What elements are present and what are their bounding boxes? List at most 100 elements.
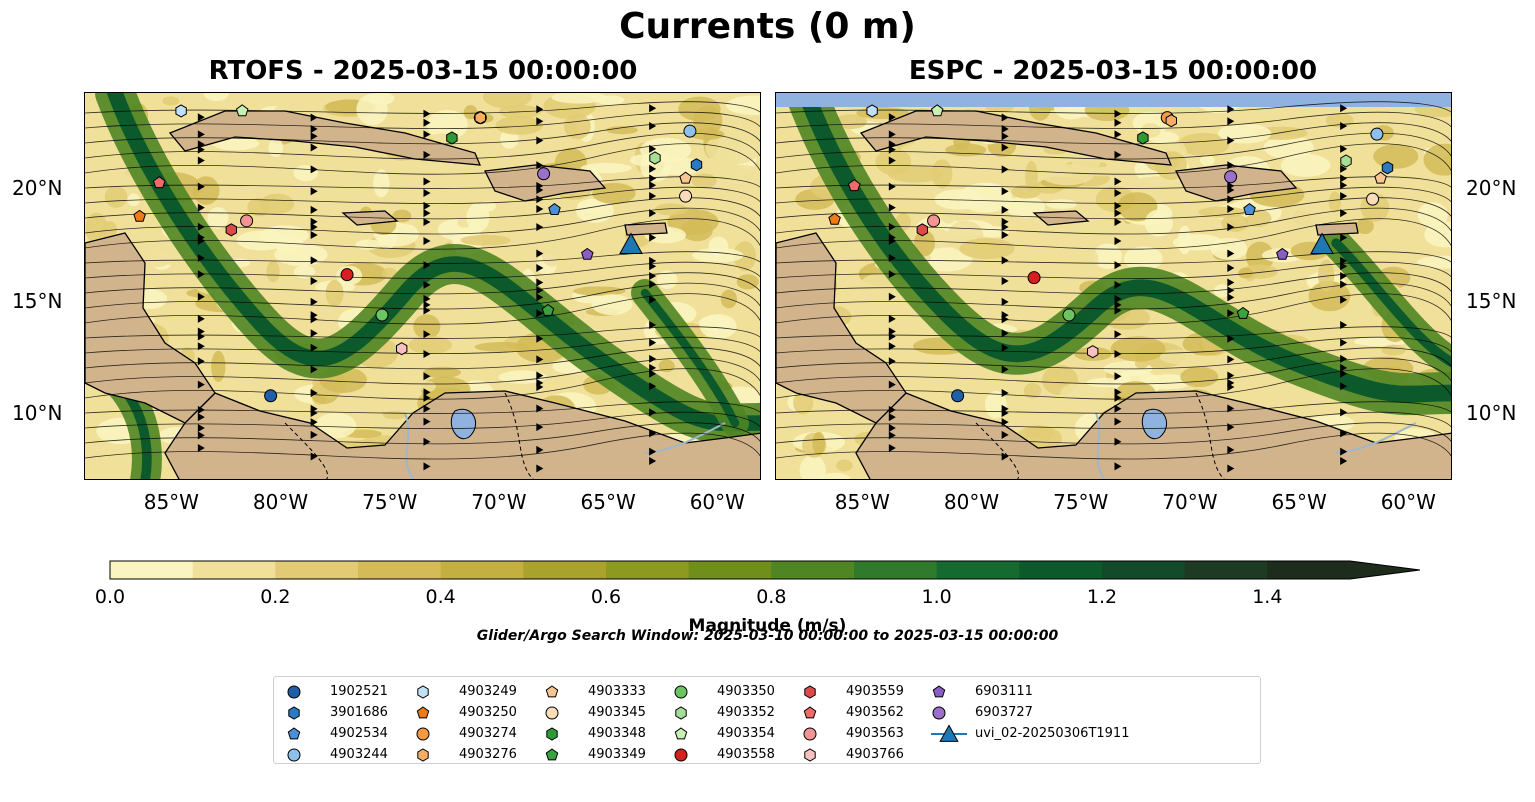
legend-column: 4903249 4903250 4903274 4903276: [413, 681, 517, 765]
map-panel-rtofs[interactable]: [84, 92, 761, 480]
float-marker: [1366, 192, 1380, 206]
lat-tick-label-left: 20°N: [12, 176, 63, 201]
hexagon-marker-icon: [804, 684, 816, 699]
legend-label: 4903249: [459, 684, 517, 699]
float-marker: [951, 389, 965, 403]
float-marker: [679, 189, 693, 203]
colorbar-tick-label: 0.6: [590, 586, 622, 608]
legend-label: uvi_02-20250306T1911: [975, 726, 1130, 741]
float-marker: [1236, 306, 1250, 319]
legend-label: 4903345: [588, 705, 646, 720]
legend-item: 4903559: [800, 681, 904, 702]
map-rtofs: [85, 93, 760, 479]
legend-column: 1902521 3901686 4902534 4903244: [284, 681, 388, 765]
colorbar-tick-label: 1.2: [1086, 586, 1118, 608]
legend-item: 4903348: [542, 723, 646, 744]
legend-item: 4903274: [413, 723, 517, 744]
lon-tick-label: 85°W: [143, 490, 199, 514]
legend-label: 4903350: [717, 684, 775, 699]
hexagon-marker: [804, 684, 816, 699]
pentagon-marker: [287, 726, 301, 739]
float-marker: [175, 104, 187, 118]
lon-tick-label: 80°W: [943, 490, 1000, 514]
hexagon-marker-icon: [804, 747, 816, 762]
colorbar-tick-label: 1.4: [1252, 586, 1283, 608]
legend-label: 4903354: [717, 726, 775, 741]
hexagon-marker: [804, 747, 816, 762]
panel-title-rtofs: RTOFS - 2025-03-15 00:00:00: [208, 56, 638, 86]
colorbar-segment: [358, 561, 442, 579]
float-marker: [1062, 308, 1076, 322]
legend-item: 1902521: [284, 681, 388, 702]
pentagon-marker-icon: [416, 705, 430, 718]
legend-column: 4903350 4903352 4903354 4903558: [671, 681, 775, 765]
legend-item: 6903727: [929, 702, 1129, 723]
pentagon-marker: [674, 726, 688, 739]
legend-label: 3901686: [330, 705, 388, 720]
legend-item: 4903352: [671, 702, 775, 723]
legend-item: 4903345: [542, 702, 646, 723]
circle-marker: [287, 685, 301, 698]
float-marker: [1165, 114, 1177, 128]
float-marker: [1087, 345, 1099, 359]
colorbar-tick-label: 0.0: [94, 586, 126, 608]
colorbar: [109, 560, 1421, 580]
colorbar-segment: [110, 561, 194, 579]
triangle-marker-icon: [931, 723, 967, 742]
colorbar-segment: [1019, 561, 1103, 579]
legend-item: 3901686: [284, 702, 388, 723]
circle-marker-icon: [803, 727, 817, 740]
float-marker: [828, 212, 841, 225]
hexagon-marker-icon: [675, 705, 687, 720]
colorbar-segment: [1102, 561, 1186, 579]
float-marker: [1370, 127, 1384, 141]
pentagon-marker-icon: [287, 726, 301, 739]
pentagon-marker-icon: [803, 705, 817, 718]
map-panel-espc[interactable]: [775, 92, 1452, 480]
lon-tick-label: 70°W: [471, 490, 527, 514]
float-marker: [1137, 131, 1149, 145]
float-marker: [916, 223, 928, 237]
legend-label: 4903563: [846, 726, 904, 741]
circle-marker-icon: [545, 706, 559, 719]
circle-marker: [674, 748, 688, 761]
colorbar-segment: [936, 561, 1020, 579]
float-marker: [683, 124, 697, 138]
hexagon-marker-icon: [417, 747, 429, 762]
float-marker: [1276, 247, 1289, 260]
colorbar-segment: [606, 561, 690, 579]
float-marker: [847, 179, 861, 192]
hexagon-marker: [288, 705, 300, 720]
lat-tick-label-right: 20°N: [1466, 176, 1517, 201]
lon-tick-label: 70°W: [1162, 490, 1218, 514]
circle-marker: [545, 706, 559, 719]
legend-item: 4903563: [800, 723, 904, 744]
lat-tick-label-right: 10°N: [1466, 400, 1517, 425]
float-marker: [866, 104, 878, 118]
glider-marker: [1310, 232, 1334, 254]
circle-marker: [803, 727, 817, 740]
lat-tick-label-right: 15°N: [1466, 288, 1517, 313]
legend-label: 4903558: [717, 747, 775, 762]
legend-column: 4903559 4903562 4903563 4903766: [800, 681, 904, 765]
legend-item: 4903244: [284, 744, 388, 765]
hexagon-marker-icon: [288, 705, 300, 720]
float-marker: [375, 308, 389, 322]
pentagon-marker: [416, 705, 430, 718]
lon-tick-label: 80°W: [252, 490, 309, 514]
legend-label: 4903348: [588, 726, 646, 741]
legend-item: 4903766: [800, 744, 904, 765]
legend-label: 4903333: [588, 684, 646, 699]
legend-label: 4903250: [459, 705, 517, 720]
legend-item: 4903350: [671, 681, 775, 702]
float-marker: [1374, 171, 1387, 184]
circle-marker-icon: [932, 706, 946, 719]
pentagon-marker-icon: [932, 684, 946, 697]
map-espc: [776, 93, 1451, 479]
pentagon-marker-icon: [545, 684, 559, 697]
lon-tick-label: 75°W: [362, 490, 418, 514]
float-marker: [340, 268, 354, 282]
legend-label: 4903766: [846, 747, 904, 762]
colorbar-segment: [440, 561, 524, 579]
colorbar-segment: [275, 561, 359, 579]
